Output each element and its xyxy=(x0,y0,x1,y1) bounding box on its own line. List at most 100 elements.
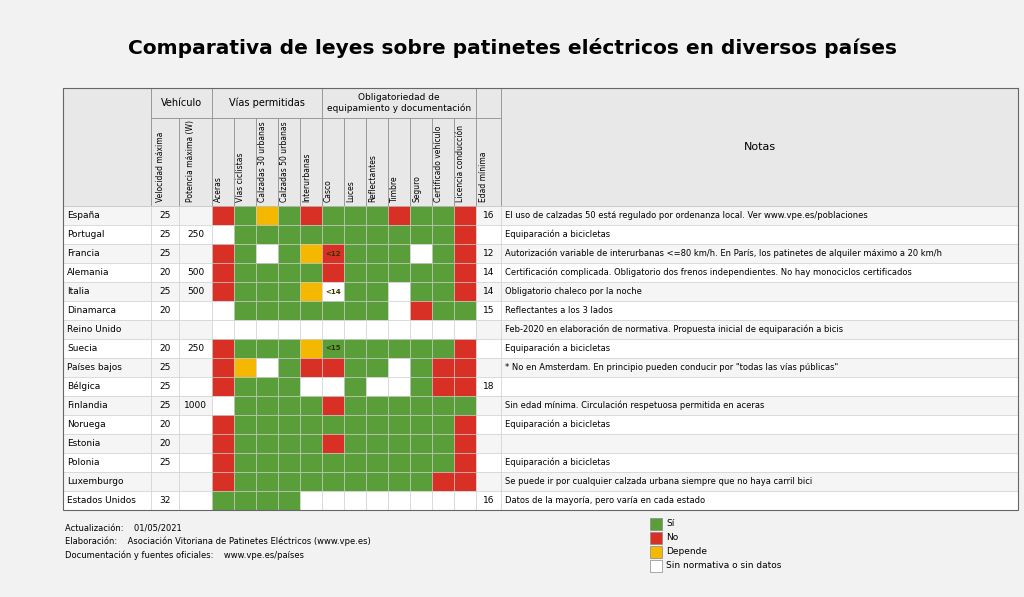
Bar xyxy=(179,339,212,358)
Bar xyxy=(300,320,322,339)
Text: Autorización variable de interurbanas <=80 km/h. En París, los patinetes de alqu: Autorización variable de interurbanas <=… xyxy=(505,249,942,259)
Bar xyxy=(179,118,212,206)
Bar xyxy=(256,339,278,358)
Text: <12: <12 xyxy=(326,251,341,257)
Bar xyxy=(366,415,388,434)
Bar xyxy=(151,225,179,244)
Bar xyxy=(63,263,151,282)
Bar xyxy=(212,88,322,118)
Text: Suecia: Suecia xyxy=(67,344,97,353)
Bar xyxy=(212,472,234,491)
Bar xyxy=(278,453,300,472)
Text: Alemania: Alemania xyxy=(67,268,110,277)
Bar xyxy=(432,453,454,472)
Bar xyxy=(63,472,151,491)
Bar xyxy=(151,282,179,301)
Bar xyxy=(476,434,501,453)
Text: España: España xyxy=(67,211,99,220)
Bar xyxy=(410,206,432,225)
Bar xyxy=(344,206,366,225)
Bar xyxy=(278,377,300,396)
Bar xyxy=(234,301,256,320)
Bar xyxy=(476,339,501,358)
Bar xyxy=(300,472,322,491)
Bar xyxy=(410,301,432,320)
Bar xyxy=(151,472,179,491)
Bar xyxy=(344,244,366,263)
Bar xyxy=(344,118,366,206)
Bar xyxy=(212,358,234,377)
Bar xyxy=(432,118,454,206)
Bar xyxy=(63,358,151,377)
Bar xyxy=(476,320,501,339)
Bar xyxy=(300,491,322,510)
Bar xyxy=(454,118,476,206)
Text: Vehículo: Vehículo xyxy=(161,98,202,108)
Bar xyxy=(278,415,300,434)
Bar xyxy=(476,396,501,415)
Text: Equiparación a bicicletas: Equiparación a bicicletas xyxy=(505,344,610,353)
Bar xyxy=(212,396,234,415)
Bar xyxy=(344,453,366,472)
Bar xyxy=(278,244,300,263)
Text: Feb-2020 en elaboración de normativa. Propuesta inicial de equiparación a bicis: Feb-2020 en elaboración de normativa. Pr… xyxy=(505,325,843,334)
Bar xyxy=(234,225,256,244)
Text: 1000: 1000 xyxy=(184,401,207,410)
Bar xyxy=(366,453,388,472)
Bar xyxy=(234,244,256,263)
Bar xyxy=(300,118,322,206)
Bar xyxy=(410,396,432,415)
Bar xyxy=(300,282,322,301)
Bar xyxy=(63,377,151,396)
Bar xyxy=(501,415,1018,434)
Text: Reflectantes a los 3 lados: Reflectantes a los 3 lados xyxy=(505,306,613,315)
Bar xyxy=(300,415,322,434)
Bar xyxy=(410,434,432,453)
Bar xyxy=(63,396,151,415)
Bar xyxy=(179,206,212,225)
Text: 18: 18 xyxy=(482,382,495,391)
Bar xyxy=(63,88,1018,510)
Bar xyxy=(322,263,344,282)
Bar xyxy=(278,320,300,339)
Bar xyxy=(278,282,300,301)
Text: Obligatorio chaleco por la noche: Obligatorio chaleco por la noche xyxy=(505,287,642,296)
Bar xyxy=(388,377,410,396)
Text: 15: 15 xyxy=(482,306,495,315)
Bar xyxy=(234,472,256,491)
Bar xyxy=(366,263,388,282)
Bar xyxy=(344,358,366,377)
Text: 25: 25 xyxy=(160,230,171,239)
Bar xyxy=(388,453,410,472)
Bar xyxy=(300,358,322,377)
Bar xyxy=(650,546,662,558)
Text: Equiparación a bicicletas: Equiparación a bicicletas xyxy=(505,458,610,467)
Bar xyxy=(151,206,179,225)
Bar xyxy=(256,244,278,263)
Text: Calzadas 50 urbanas: Calzadas 50 urbanas xyxy=(280,121,289,202)
Bar xyxy=(650,518,662,530)
Text: Potencia máxima (W): Potencia máxima (W) xyxy=(186,120,196,202)
Text: Estados Unidos: Estados Unidos xyxy=(67,496,136,505)
Bar xyxy=(344,396,366,415)
Bar xyxy=(410,339,432,358)
Bar xyxy=(278,206,300,225)
Bar xyxy=(366,434,388,453)
Bar xyxy=(256,358,278,377)
Bar xyxy=(151,339,179,358)
Text: Certificado vehículo: Certificado vehículo xyxy=(434,125,443,202)
Bar xyxy=(179,358,212,377)
Bar xyxy=(432,301,454,320)
Text: 500: 500 xyxy=(186,268,204,277)
Text: Finlandia: Finlandia xyxy=(67,401,108,410)
Text: 25: 25 xyxy=(160,249,171,258)
Bar xyxy=(234,491,256,510)
Bar xyxy=(179,434,212,453)
Bar xyxy=(234,118,256,206)
Bar xyxy=(179,491,212,510)
Text: Reino Unido: Reino Unido xyxy=(67,325,122,334)
Bar xyxy=(234,206,256,225)
Bar xyxy=(63,88,151,206)
Bar xyxy=(322,320,344,339)
Bar xyxy=(432,396,454,415)
